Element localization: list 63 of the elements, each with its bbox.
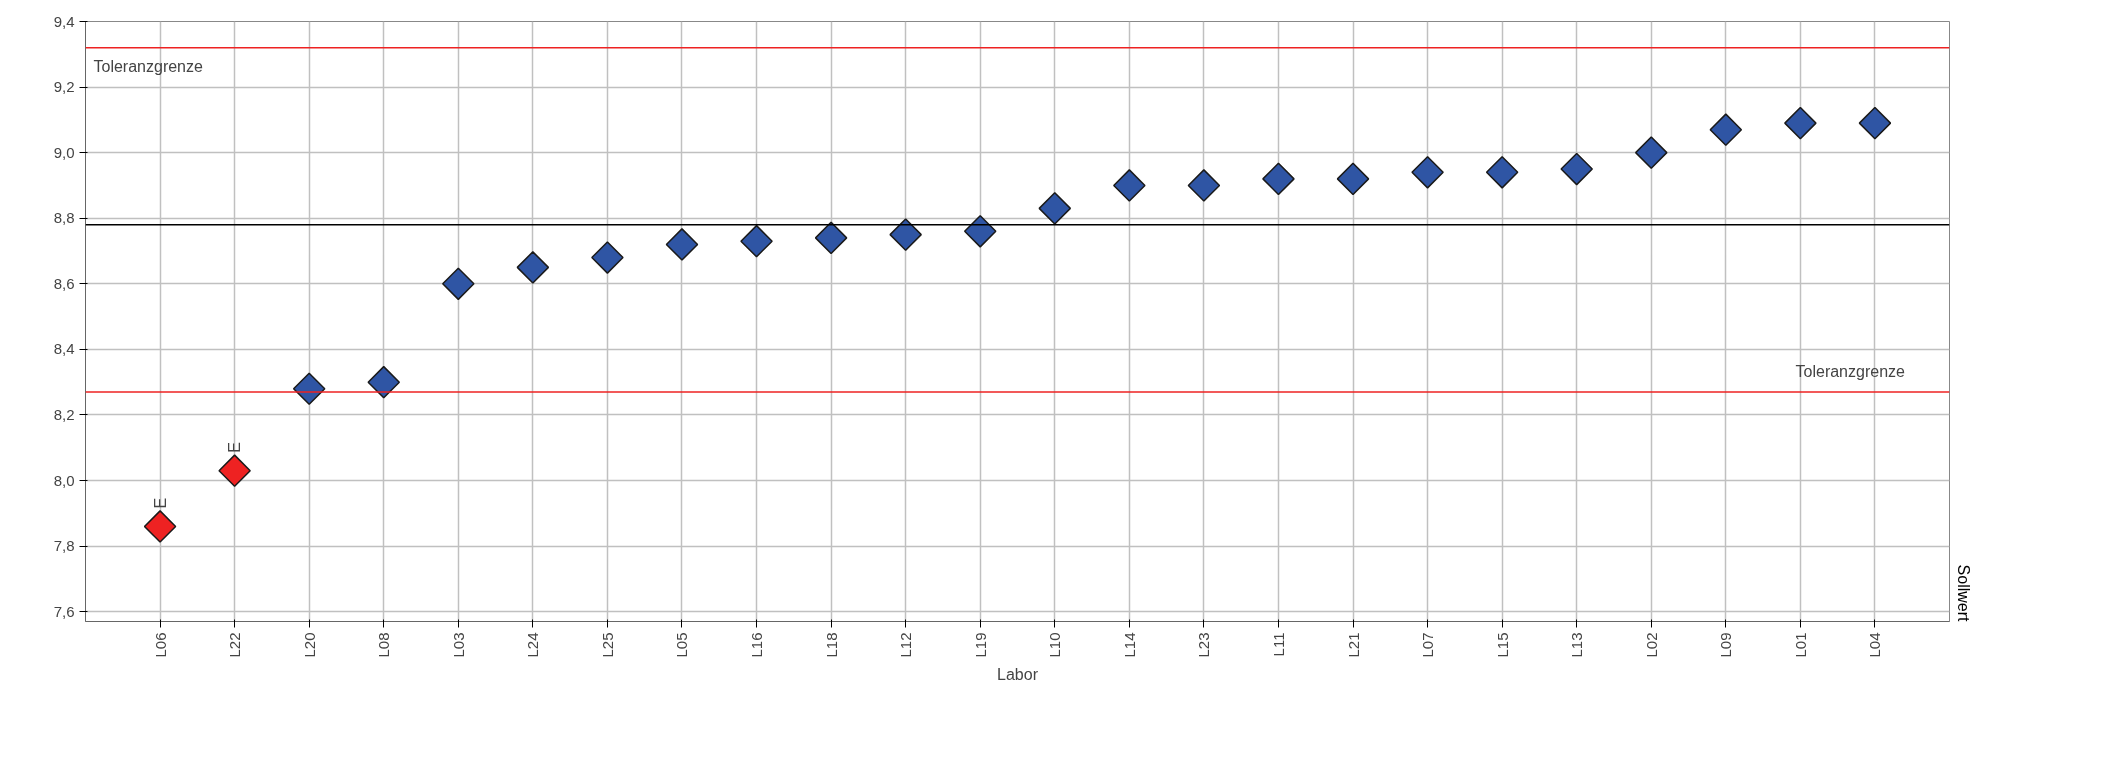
- point: [218, 454, 251, 487]
- point: [1262, 162, 1295, 196]
- x-tick-label: L20: [300, 632, 318, 658]
- x-tick-label: L13: [1568, 632, 1586, 658]
- y-tick-label: 8,0: [53, 471, 75, 489]
- x-tick-label: L23: [1195, 632, 1213, 658]
- x-tick-label: L10: [1046, 632, 1064, 658]
- ref-line-label: Sollwert: [1954, 564, 1972, 623]
- point: [814, 221, 848, 255]
- x-tick-label: L09: [1717, 632, 1735, 658]
- x-tick-label: L07: [1419, 632, 1437, 658]
- point: [1411, 156, 1444, 189]
- x-axis-title: Labor: [997, 665, 1039, 683]
- x-tick-label: L08: [375, 632, 393, 658]
- x-tick-label: L01: [1791, 632, 1809, 658]
- point: [1336, 162, 1370, 196]
- point: [1709, 113, 1743, 146]
- point: [1038, 192, 1072, 225]
- ref-line-label: Toleranzgrenze: [93, 57, 203, 75]
- point: [591, 241, 624, 274]
- x-tick-label: L14: [1120, 632, 1138, 658]
- annotation: E: [151, 497, 169, 509]
- point: [1485, 156, 1519, 189]
- point: [1858, 106, 1892, 140]
- point: [1113, 169, 1146, 202]
- x-tick-label: L15: [1493, 632, 1511, 658]
- x-tick-label: L25: [598, 632, 616, 658]
- y-tick-label: 9,4: [53, 12, 75, 30]
- annotation: E: [226, 442, 244, 453]
- point: [1784, 106, 1817, 140]
- point: [143, 510, 177, 543]
- y-tick-label: 7,8: [53, 537, 75, 555]
- x-tick-label: L04: [1866, 632, 1884, 658]
- x-tick-label: L22: [226, 632, 244, 658]
- point: [889, 218, 922, 251]
- point: [665, 228, 699, 261]
- x-tick-label: L02: [1642, 632, 1660, 658]
- point: [1634, 136, 1668, 169]
- x-tick-label: L05: [673, 632, 691, 658]
- y-tick-label: 7,6: [53, 602, 75, 620]
- x-tick-label: L18: [822, 632, 840, 658]
- point: [516, 251, 550, 284]
- point: [1560, 152, 1594, 186]
- point: [441, 267, 475, 301]
- x-tick-label: L12: [897, 632, 915, 658]
- y-tick-label: 8,4: [53, 340, 75, 358]
- x-tick-label: L11: [1269, 632, 1287, 657]
- x-tick-label: L16: [748, 632, 766, 658]
- y-tick-label: 9,2: [53, 78, 75, 96]
- y-tick-label: 9,0: [53, 143, 75, 161]
- y-tick-label: 8,8: [53, 209, 75, 227]
- x-tick-label: L24: [524, 632, 542, 658]
- point: [1187, 169, 1221, 202]
- x-tick-label: L19: [971, 632, 989, 658]
- point: [367, 365, 401, 399]
- x-tick-label: L06: [151, 632, 169, 658]
- y-tick-label: 8,6: [53, 274, 75, 292]
- point: [740, 224, 773, 258]
- x-tick-label: L03: [449, 632, 467, 658]
- point: [292, 372, 326, 406]
- y-tick-label: 8,2: [53, 405, 75, 423]
- ref-line-label: Toleranzgrenze: [1795, 362, 1906, 380]
- x-tick-label: L21: [1344, 632, 1362, 658]
